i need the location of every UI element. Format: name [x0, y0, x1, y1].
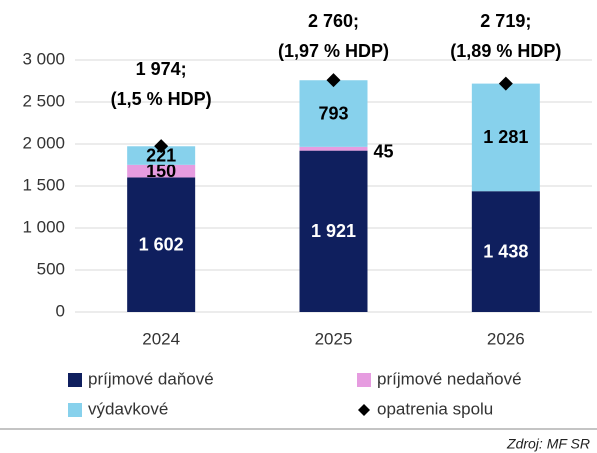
legend-swatch [68, 373, 82, 387]
legend-label: výdavkové [88, 399, 168, 418]
bar-segment [127, 146, 196, 165]
value-label: 1 602 [139, 234, 184, 254]
legend-swatch [357, 373, 371, 387]
bar-segment [299, 146, 368, 151]
legend-label: opatrenia spolu [377, 399, 493, 418]
legend-label: príjmové daňové [88, 369, 214, 388]
total-marker [326, 73, 341, 88]
value-label: 45 [374, 141, 394, 161]
value-label: 221 [146, 145, 176, 165]
y-tick-label: 500 [37, 259, 65, 278]
total-note: (1,89 % HDP) [450, 41, 561, 61]
y-tick-label: 0 [56, 301, 65, 320]
y-tick-label: 1 500 [22, 175, 65, 194]
bar-segment [471, 191, 540, 312]
y-tick-label: 3 000 [22, 49, 65, 68]
total-label: 2 760; [308, 11, 359, 31]
total-note: (1,97 % HDP) [278, 41, 389, 61]
y-tick-label: 2 000 [22, 133, 65, 152]
x-tick-label: 2024 [142, 329, 180, 348]
value-label: 1 281 [483, 127, 528, 147]
value-label: 793 [318, 103, 348, 123]
bar-segment [299, 80, 368, 147]
y-tick-label: 2 500 [22, 91, 65, 110]
value-label: 1 921 [311, 221, 356, 241]
x-tick-label: 2026 [487, 329, 525, 348]
bar-segment [127, 164, 196, 178]
legend-label: príjmové nedaňové [377, 369, 522, 388]
total-marker [498, 76, 513, 91]
bar-segment [299, 150, 368, 312]
legend-swatch [68, 403, 82, 417]
legend-marker [358, 404, 370, 416]
y-tick-label: 1 000 [22, 217, 65, 236]
total-label: 2 719; [480, 11, 531, 31]
value-label: 1 438 [483, 241, 528, 261]
total-label: 1 974; [136, 59, 187, 79]
x-tick-label: 2025 [315, 329, 353, 348]
total-marker [154, 139, 169, 154]
source: Zdroj: MF SR [506, 436, 590, 452]
total-note: (1,5 % HDP) [111, 89, 212, 109]
bar-segment [471, 83, 540, 192]
bar-segment [127, 177, 196, 312]
value-label: 150 [146, 161, 176, 181]
